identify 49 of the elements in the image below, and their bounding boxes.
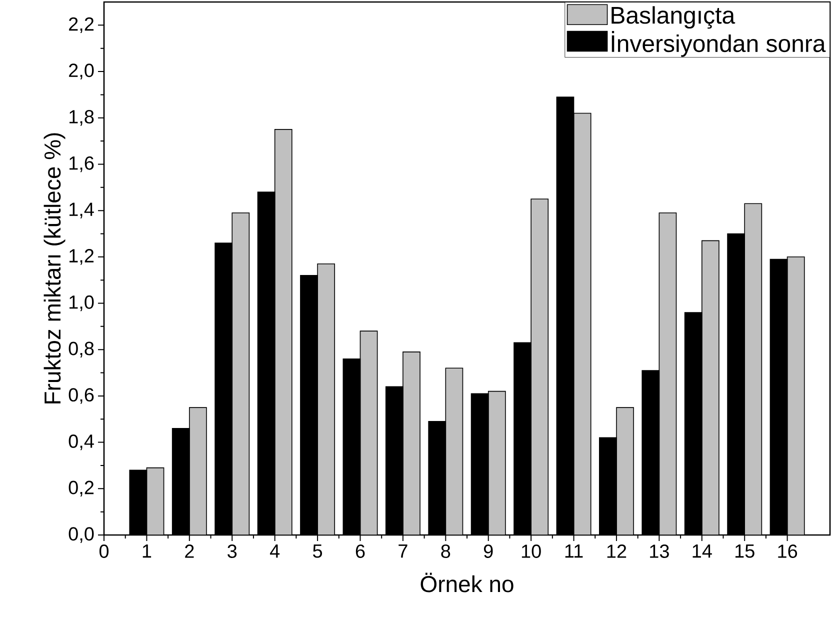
bar xyxy=(360,331,378,535)
x-tick-label: 5 xyxy=(313,544,322,558)
x-tick-label: 15 xyxy=(735,544,754,558)
x-tick-label: 12 xyxy=(607,544,626,558)
x-tick-label: 2 xyxy=(185,544,194,558)
bar xyxy=(744,204,762,535)
y-tick-label: 0,6 xyxy=(68,388,94,404)
bar xyxy=(146,468,164,535)
bar xyxy=(786,256,805,535)
y-tick-label: 1,4 xyxy=(70,202,94,218)
bar xyxy=(488,391,506,535)
x-tick-label: 3 xyxy=(228,544,237,558)
y-tick-label: 1,0 xyxy=(70,295,94,312)
y-tick-label: 2,2 xyxy=(69,17,94,34)
x-tick-label: 1 xyxy=(142,544,152,558)
bar xyxy=(318,264,335,535)
bar xyxy=(232,212,250,535)
x-tick-label: 8 xyxy=(441,544,450,558)
bar xyxy=(616,408,634,535)
x-tick-label: 16 xyxy=(778,544,798,558)
bar xyxy=(574,113,591,535)
x-tick-label: 7 xyxy=(398,544,408,558)
y-tick-label: 0,4 xyxy=(68,434,94,450)
bar xyxy=(446,368,463,535)
bar xyxy=(402,352,420,535)
x-tick-label: 14 xyxy=(692,544,712,558)
y-tick-label: 2,0 xyxy=(69,64,94,80)
x-tick-label: 11 xyxy=(565,544,583,558)
y-tick-label: 0,0 xyxy=(68,527,94,543)
legend-label: Baslangıçta xyxy=(612,6,736,29)
y-tick-label: 1,2 xyxy=(70,249,94,265)
x-tick-label: 10 xyxy=(522,544,541,558)
bar xyxy=(702,240,719,535)
x-tick-label: 0 xyxy=(99,544,109,558)
legend-label: İnversiyondan sonra xyxy=(612,31,826,57)
x-tick-label: 9 xyxy=(484,544,493,558)
x-tick-label: 13 xyxy=(650,544,669,558)
x-tick-label: 4 xyxy=(270,544,280,558)
y-tick-label: 1,6 xyxy=(70,156,94,172)
y-tick-label: 1,8 xyxy=(70,110,94,126)
x-tick-label: 6 xyxy=(356,544,365,558)
bar xyxy=(189,408,206,535)
bar xyxy=(659,212,676,535)
y-tick-label: 0,2 xyxy=(68,480,94,497)
y-axis-title: Fruktoz miktarı (kütlece %) xyxy=(44,133,66,404)
bar xyxy=(531,198,548,535)
y-tick-label: 0,8 xyxy=(68,342,94,358)
x-axis-title: Örnek no xyxy=(420,572,514,592)
bar xyxy=(274,129,292,535)
